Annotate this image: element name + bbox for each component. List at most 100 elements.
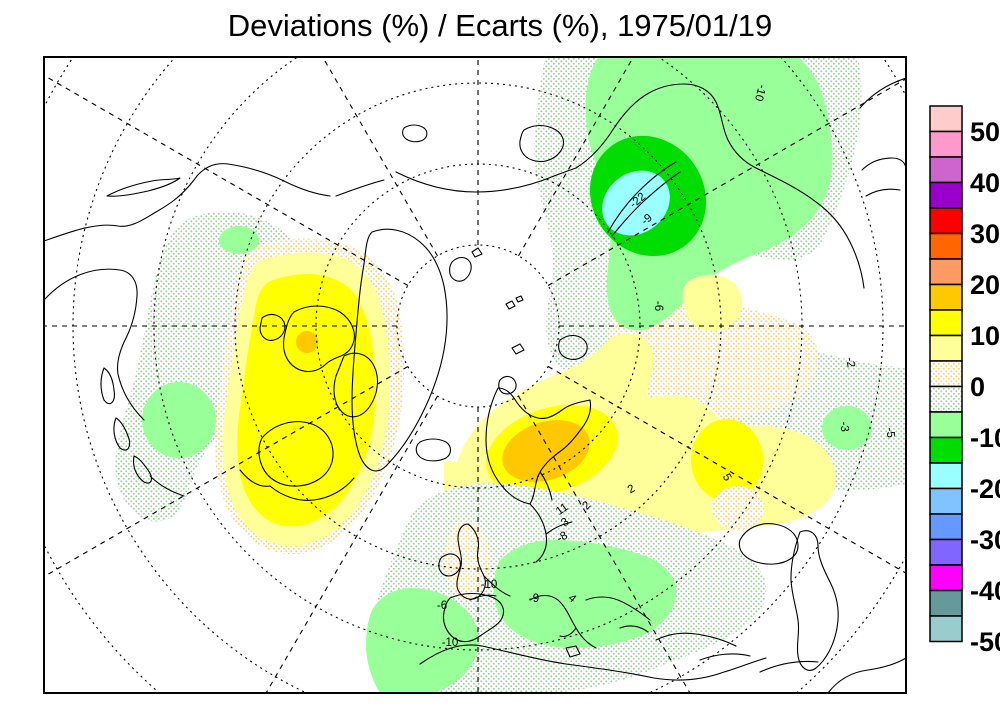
coast-labrador	[239, 469, 355, 501]
coast-svalbard	[449, 247, 483, 282]
colorbar-box	[929, 462, 963, 490]
coast-banks-island	[259, 313, 286, 341]
colorbar-tick-label: -50	[970, 627, 1000, 657]
coast-balkans	[585, 596, 651, 633]
colorbar-box	[929, 589, 963, 617]
coast-iberia	[442, 592, 505, 643]
colorbar-box	[929, 564, 963, 592]
coast-novaya-zemlya	[607, 161, 681, 237]
colorbar-box	[929, 258, 963, 286]
coast-arctic-islets	[498, 343, 525, 395]
coast-france	[469, 575, 511, 601]
coast-iceland	[415, 438, 452, 462]
region-canada-yellow	[237, 273, 376, 527]
contour-label: -10	[481, 579, 498, 591]
coast-britain	[456, 523, 486, 600]
coast-wrangel-island	[402, 124, 428, 143]
contour-label: -5	[884, 427, 897, 438]
contour-label: -10	[752, 83, 768, 102]
coast-victoria-island	[282, 305, 355, 373]
colorbar-box	[929, 436, 963, 464]
coast-baffin-island	[333, 352, 379, 418]
contour-label: 11	[554, 501, 571, 518]
colorbar-box	[929, 538, 963, 566]
contour-label: -2	[843, 356, 857, 368]
colorbar-box	[929, 385, 963, 413]
coast-bc-island-3	[132, 455, 153, 484]
coast-middle-east	[759, 657, 906, 693]
colorbar-box	[929, 615, 963, 643]
coast-franz-josef	[505, 295, 524, 310]
contour-label: -3	[838, 421, 851, 432]
colorbar-box	[929, 487, 963, 515]
region-pale-yellow-blob-kara	[682, 274, 742, 331]
colorbar-box	[929, 283, 963, 311]
colorbar-box	[929, 232, 963, 260]
region-scandinavia-amber-core	[502, 420, 590, 482]
region-barents-light-green	[585, 58, 833, 331]
coast-italy	[529, 594, 597, 658]
colorbar-tick-label: 20	[970, 270, 1000, 300]
colorbar-tick-label: -10	[970, 423, 1000, 453]
coast-anatolia	[655, 632, 751, 661]
colorbar-box	[929, 360, 963, 388]
coastlines	[44, 77, 906, 693]
region-europe-light-green	[493, 539, 677, 648]
coast-bc-island-1	[100, 367, 115, 405]
coast-northeast-corner	[859, 77, 906, 197]
coast-ireland	[438, 553, 461, 577]
colorbar-tick-label: -20	[970, 474, 1000, 504]
contour-label: -10	[442, 637, 459, 649]
colorbar-tick-label: -30	[970, 525, 1000, 555]
colorbar-box	[929, 334, 963, 362]
colorbar-box	[929, 130, 963, 158]
coast-baltic	[529, 471, 573, 563]
coast-scandinavia	[485, 387, 592, 505]
contour-label: -6	[652, 301, 664, 311]
colorbar-box	[929, 309, 963, 337]
colorbar-tick-label: 30	[970, 219, 1000, 249]
colorbar-box	[929, 105, 963, 133]
colorbar-tick-label: 50	[970, 117, 1000, 147]
colorbar-box	[929, 156, 963, 184]
region-urals-yellow	[691, 419, 763, 501]
coast-aleutians	[106, 177, 181, 197]
coast-alaska-south	[44, 268, 145, 421]
region-stipple-beige-east	[608, 301, 819, 425]
region-canada-amber-core	[296, 331, 318, 353]
coast-new-siberian-islands	[519, 124, 565, 163]
colorbar-tick-label: 10	[970, 321, 1000, 351]
coast-white-sea	[558, 334, 588, 360]
coast-caspian-sea	[790, 530, 839, 671]
coast-taymyr	[575, 83, 865, 289]
colorbar-box	[929, 513, 963, 541]
coast-hudson-bay	[258, 421, 334, 487]
coast-na-pacific	[149, 475, 185, 497]
colorbar-tick-label: -40	[970, 576, 1000, 606]
coast-greenland	[351, 228, 448, 472]
coast-north-africa	[419, 644, 767, 681]
contour-label: -9	[529, 593, 539, 605]
colorbar-box	[929, 181, 963, 209]
coast-bc-island-2	[113, 417, 131, 451]
colorbar-box	[929, 411, 963, 439]
region-iberia-morocco-light-green	[366, 588, 479, 693]
colorbar-legend: 50 40 30 20 10 0 -10 -20 -30 -40 -50	[929, 105, 1000, 657]
coast-siberia-nw	[44, 163, 331, 242]
region-centralasia-light-green	[822, 406, 872, 450]
anomaly-fill-regions	[115, 58, 906, 693]
contour-label: -6	[437, 600, 447, 612]
contour-label: 2	[626, 483, 638, 497]
region-pacific-coast-light-green	[142, 382, 216, 458]
colorbar-box	[929, 207, 963, 235]
coast-black-sea	[738, 523, 799, 565]
colorbar-tick-label: 40	[970, 168, 1000, 198]
region-alaska-light-green	[219, 226, 259, 254]
colorbar-tick-label: 0	[970, 372, 985, 402]
contour-label: 5	[720, 472, 734, 484]
map-frame	[43, 56, 907, 694]
